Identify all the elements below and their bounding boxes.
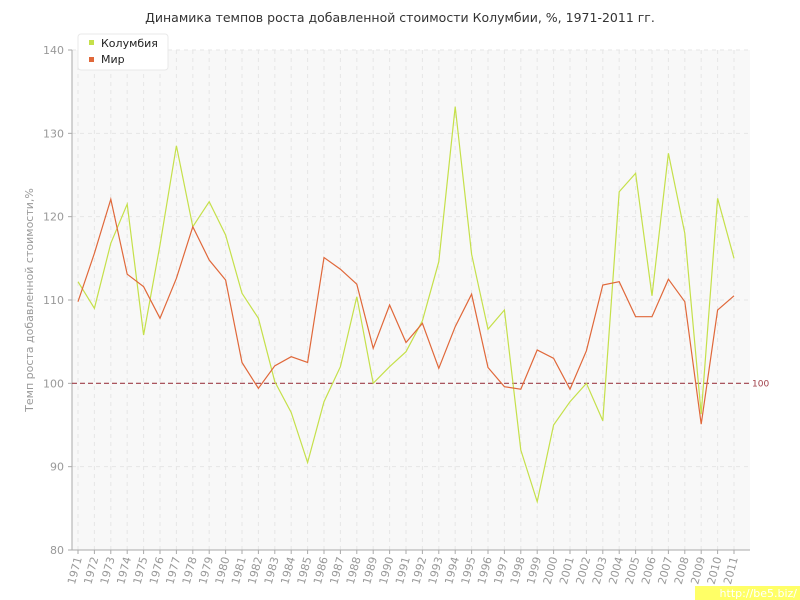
y-tick-label: 130 [43, 127, 64, 140]
grid [72, 49, 750, 551]
series-line-colombia [77, 106, 735, 505]
y-tick-label: 80 [50, 544, 64, 557]
watermark[interactable]: http://be5.biz/ [695, 586, 800, 600]
chart-title: Динамика темпов роста добавленной стоимо… [145, 10, 655, 25]
y-tick-label: 140 [43, 44, 64, 57]
legend-box [77, 33, 169, 71]
series-group [77, 106, 735, 505]
reference-line-group: 100 [72, 379, 769, 389]
watermark-link[interactable]: http://be5.biz/ [720, 587, 798, 600]
series-line-world [77, 196, 735, 425]
watermark-bg [695, 586, 800, 600]
legend-label-world[interactable]: Мир [101, 53, 125, 66]
legend-swatch-world [89, 57, 94, 62]
y-tick-label: 100 [43, 377, 64, 390]
y-tick-label: 110 [43, 294, 64, 307]
legend[interactable]: Колумбия Мир [77, 33, 169, 71]
y-axis-label: Темп роста добавленной стоимости,% [23, 188, 36, 413]
y-tick-label: 90 [50, 461, 64, 474]
legend-swatch-colombia [89, 40, 94, 45]
legend-label-colombia[interactable]: Колумбия [101, 37, 158, 50]
y-tick-label: 120 [43, 211, 64, 224]
reference-line-label: 100 [752, 379, 769, 389]
axes [68, 49, 750, 554]
